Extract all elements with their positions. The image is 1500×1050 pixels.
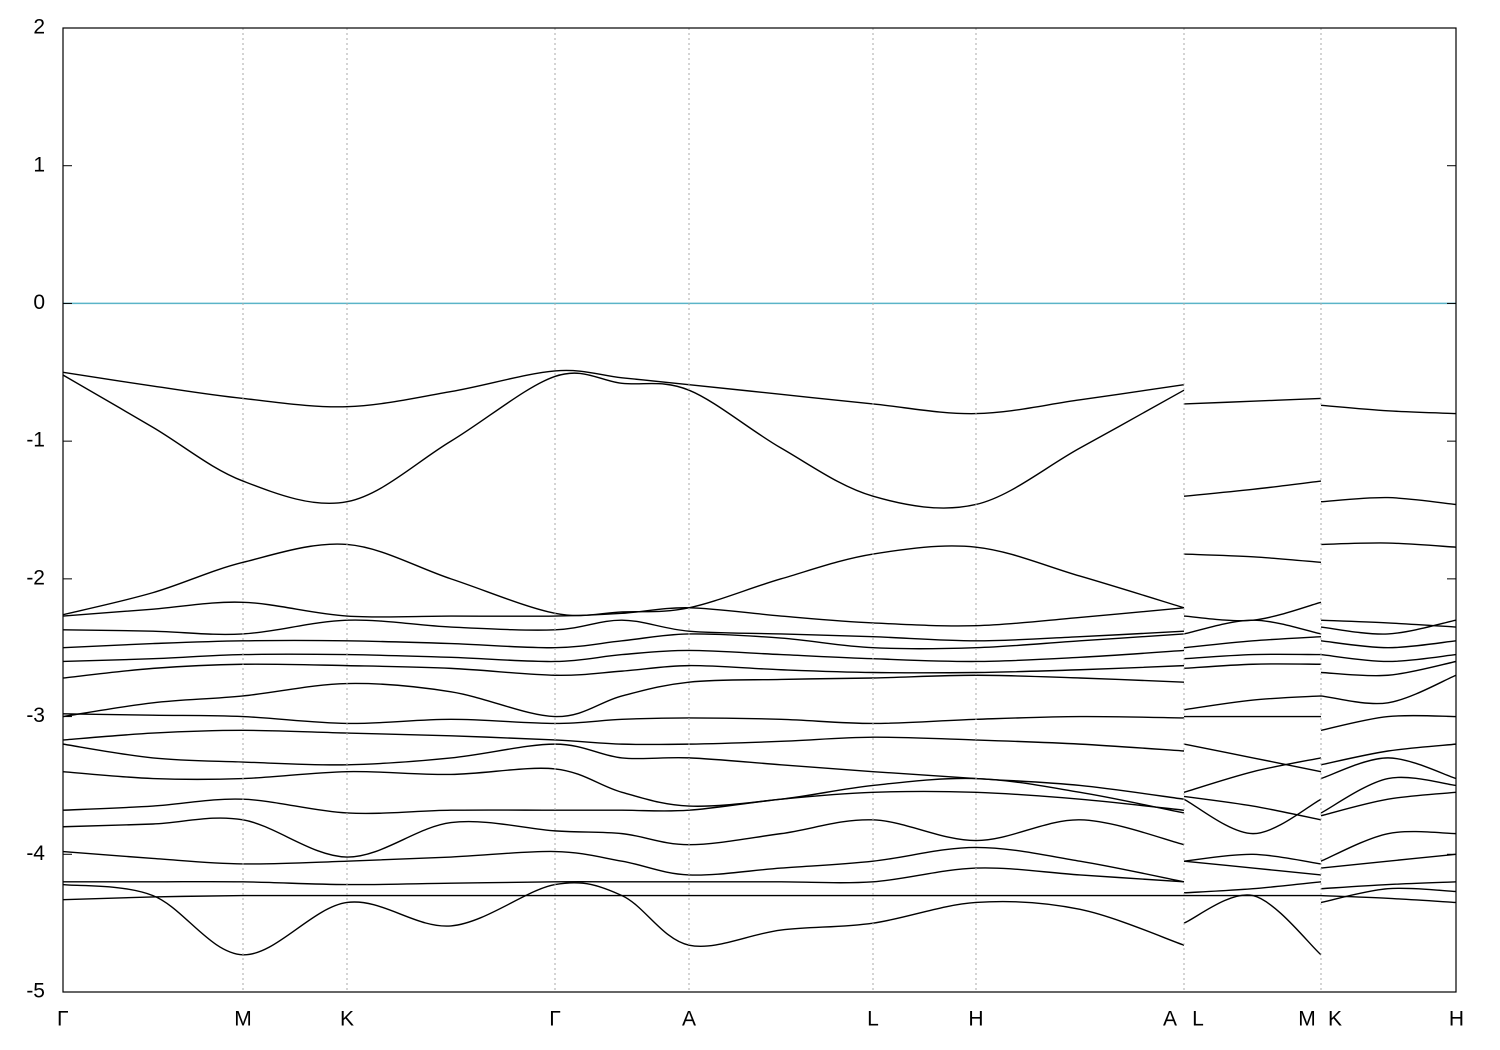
x-tick-label: K bbox=[340, 1008, 354, 1031]
plot-area bbox=[63, 302, 1456, 956]
y-tick-label: 1 bbox=[33, 153, 45, 176]
y-tick-label: 2 bbox=[33, 16, 45, 39]
band-line bbox=[63, 767, 1456, 835]
y-tick-label: -4 bbox=[26, 842, 45, 865]
band-line bbox=[63, 846, 1456, 883]
band-line bbox=[63, 601, 1456, 628]
band-line bbox=[63, 649, 1456, 663]
band-line bbox=[63, 369, 1456, 415]
x-tick-label: Γ bbox=[549, 1008, 561, 1031]
x-tick-label: H bbox=[968, 1008, 983, 1031]
x-tick-label: M bbox=[234, 1008, 252, 1031]
x-tick-label: M bbox=[1298, 1008, 1316, 1031]
band-line bbox=[63, 619, 1456, 642]
x-tick-label: Γ bbox=[57, 1008, 69, 1031]
x-tick-label: L bbox=[867, 1008, 879, 1031]
x-tick-label: H bbox=[1449, 1008, 1464, 1031]
y-tick-label: -5 bbox=[26, 980, 45, 1003]
band-line bbox=[63, 713, 1456, 732]
band-line bbox=[63, 729, 1456, 773]
band-line bbox=[63, 743, 1456, 800]
x-tick-label: A bbox=[682, 1008, 696, 1031]
y-tick-label: -3 bbox=[26, 704, 45, 727]
band-line bbox=[63, 633, 1456, 650]
band-line bbox=[63, 894, 1456, 904]
y-tick-label: -2 bbox=[26, 566, 45, 589]
band-line bbox=[63, 542, 1456, 617]
band-line bbox=[63, 372, 1456, 509]
y-tick-label: 0 bbox=[33, 291, 45, 314]
plot-frame bbox=[62, 27, 1457, 993]
band-line bbox=[63, 790, 1456, 821]
band-line bbox=[63, 882, 1456, 956]
band-line bbox=[63, 867, 1456, 894]
x-tick-label: A bbox=[1163, 1008, 1177, 1031]
band-line bbox=[63, 674, 1456, 718]
band-line bbox=[63, 660, 1456, 679]
x-tick-label: L bbox=[1192, 1008, 1204, 1031]
y-tick-label: -1 bbox=[26, 429, 45, 452]
x-tick-label: K bbox=[1328, 1008, 1342, 1031]
band-line bbox=[63, 817, 1456, 865]
